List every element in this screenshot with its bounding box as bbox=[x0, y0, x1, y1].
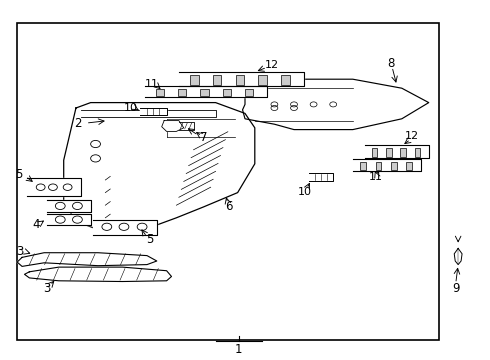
Bar bbox=[400, 148, 406, 157]
Bar bbox=[178, 89, 186, 96]
Bar bbox=[361, 162, 366, 170]
Bar bbox=[406, 162, 412, 170]
Text: 7: 7 bbox=[199, 131, 207, 144]
Polygon shape bbox=[309, 173, 333, 181]
Text: 12: 12 bbox=[265, 60, 279, 70]
Text: 11: 11 bbox=[369, 172, 383, 182]
Text: 2: 2 bbox=[74, 117, 81, 130]
Polygon shape bbox=[47, 200, 91, 212]
Polygon shape bbox=[179, 72, 304, 86]
Polygon shape bbox=[93, 220, 157, 235]
Text: 1: 1 bbox=[235, 343, 243, 356]
Text: 6: 6 bbox=[225, 201, 233, 213]
Polygon shape bbox=[64, 103, 255, 232]
Polygon shape bbox=[179, 122, 194, 130]
Bar bbox=[391, 162, 396, 170]
Text: 3: 3 bbox=[43, 282, 50, 294]
Polygon shape bbox=[353, 159, 421, 171]
Polygon shape bbox=[140, 108, 167, 115]
Polygon shape bbox=[454, 248, 462, 265]
Bar bbox=[281, 75, 290, 85]
Bar bbox=[236, 75, 244, 85]
Polygon shape bbox=[243, 79, 429, 130]
Text: 11: 11 bbox=[145, 78, 159, 89]
Text: 4: 4 bbox=[32, 219, 40, 231]
Polygon shape bbox=[17, 253, 157, 266]
Bar bbox=[245, 89, 253, 96]
Bar bbox=[17, 23, 439, 340]
Text: 5: 5 bbox=[15, 168, 23, 181]
Text: 10: 10 bbox=[298, 186, 312, 197]
Bar bbox=[415, 148, 420, 157]
Polygon shape bbox=[27, 178, 81, 196]
Polygon shape bbox=[81, 110, 216, 117]
Bar bbox=[258, 75, 267, 85]
Text: 12: 12 bbox=[405, 131, 418, 141]
Text: 9: 9 bbox=[452, 282, 460, 294]
Polygon shape bbox=[162, 121, 184, 131]
Polygon shape bbox=[47, 214, 91, 225]
Polygon shape bbox=[24, 267, 172, 282]
Polygon shape bbox=[365, 145, 429, 158]
Bar bbox=[213, 75, 221, 85]
Bar bbox=[222, 89, 231, 96]
Text: 10: 10 bbox=[124, 103, 138, 113]
Bar bbox=[372, 148, 377, 157]
Bar bbox=[156, 89, 164, 96]
Bar bbox=[386, 148, 392, 157]
Bar bbox=[376, 162, 381, 170]
Text: 3: 3 bbox=[16, 245, 24, 258]
Bar bbox=[200, 89, 209, 96]
Polygon shape bbox=[145, 86, 267, 97]
Text: 5: 5 bbox=[146, 233, 153, 246]
Text: 8: 8 bbox=[387, 57, 395, 70]
Bar bbox=[190, 75, 199, 85]
